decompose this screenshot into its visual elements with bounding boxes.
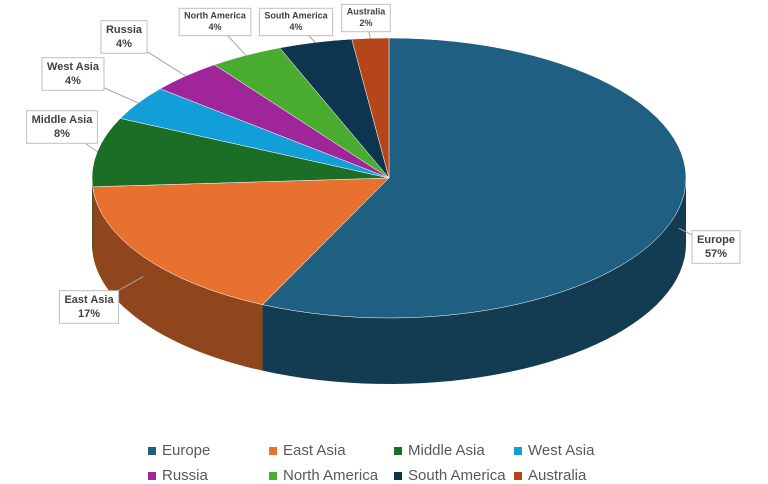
data-label: Russia 4% bbox=[100, 20, 148, 54]
legend-swatch bbox=[269, 447, 277, 455]
label-box bbox=[691, 230, 741, 264]
data-label: Middle Asia 8% bbox=[26, 110, 98, 144]
label-box bbox=[26, 110, 98, 144]
label-value: 4% bbox=[289, 22, 302, 32]
label-name: West Asia bbox=[47, 61, 100, 73]
slice bbox=[91, 118, 390, 188]
slice-side bbox=[92, 178, 93, 253]
label-value: 57% bbox=[705, 248, 727, 260]
data-label: West Asia 4% bbox=[41, 57, 105, 91]
legend-label: North America bbox=[283, 467, 379, 484]
slice bbox=[262, 37, 687, 319]
legend-label: Australia bbox=[528, 467, 587, 484]
label-box bbox=[100, 20, 148, 54]
legend-label: South America bbox=[408, 467, 506, 484]
slice-side bbox=[92, 186, 263, 371]
legend-label: Russia bbox=[162, 467, 209, 484]
legend-label: East Asia bbox=[283, 442, 346, 459]
label-box bbox=[341, 3, 391, 33]
legend-swatch bbox=[148, 447, 156, 455]
label-box bbox=[178, 7, 252, 37]
label-value: 4% bbox=[116, 38, 132, 50]
label-box bbox=[58, 290, 120, 324]
label-value: 4% bbox=[65, 75, 81, 87]
slice-side bbox=[262, 178, 686, 384]
label-name: Russia bbox=[106, 24, 143, 36]
label-value: 8% bbox=[54, 128, 70, 140]
label-name: Europe bbox=[697, 234, 735, 246]
label-box bbox=[41, 57, 105, 91]
label-name: Australia bbox=[347, 7, 387, 17]
legend-swatch bbox=[514, 447, 522, 455]
label-name: North America bbox=[184, 11, 247, 21]
data-label: East Asia 17% bbox=[58, 290, 120, 324]
legend-swatch bbox=[514, 472, 522, 480]
label-name: East Asia bbox=[64, 294, 114, 306]
label-value: 4% bbox=[208, 22, 221, 32]
label-box bbox=[258, 7, 334, 37]
legend-swatch bbox=[394, 472, 402, 480]
legend-swatch bbox=[148, 472, 156, 480]
label-name: Middle Asia bbox=[32, 114, 94, 126]
label-name: South America bbox=[264, 11, 328, 21]
slice bbox=[92, 177, 390, 305]
legend-swatch bbox=[394, 447, 402, 455]
legend-label: West Asia bbox=[528, 442, 595, 459]
legend-label: Europe bbox=[162, 442, 210, 459]
label-value: 17% bbox=[78, 308, 100, 320]
legend-swatch bbox=[269, 472, 277, 480]
legend-label: Middle Asia bbox=[408, 442, 485, 459]
label-value: 2% bbox=[359, 18, 372, 28]
data-label: Europe 57% bbox=[691, 230, 741, 264]
